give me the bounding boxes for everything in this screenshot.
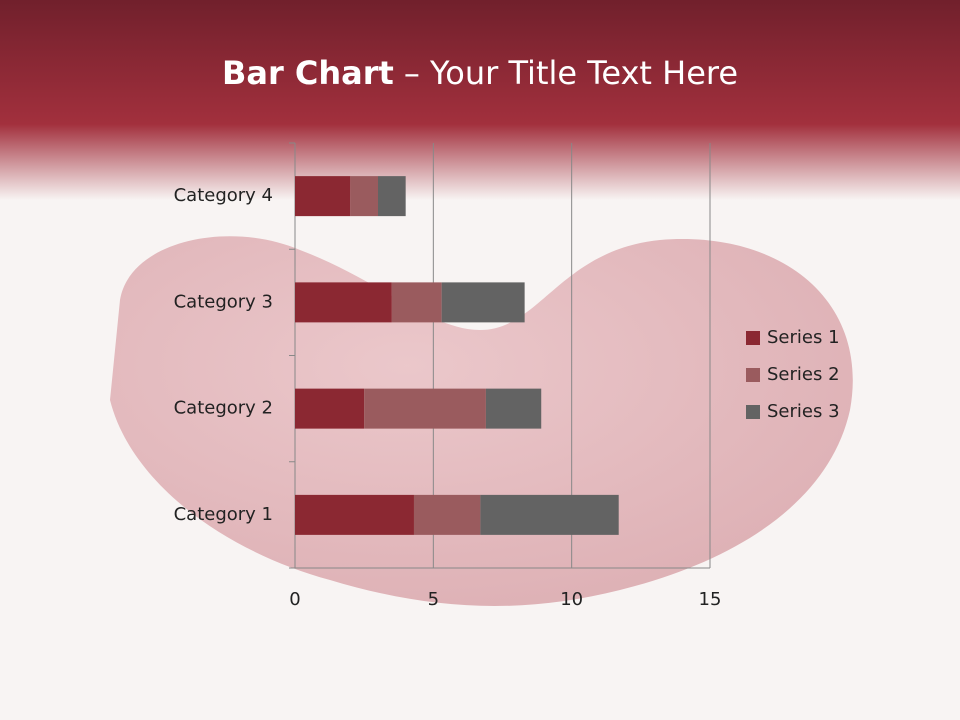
bar-segment (350, 176, 378, 217)
legend-label: Series 2 (767, 364, 840, 385)
legend-swatch (746, 405, 760, 419)
title-bold: Bar Chart (222, 54, 394, 92)
legend-swatch (746, 368, 760, 382)
y-tick-label: Category 2 (174, 398, 273, 419)
bar-segment (480, 494, 619, 535)
header-band (0, 0, 960, 200)
bar-segment (364, 388, 486, 429)
bar-segment (441, 282, 525, 323)
x-tick-label: 5 (428, 589, 439, 610)
legend-swatch (746, 331, 760, 345)
bar-segment (295, 494, 414, 535)
legend-label: Series 1 (767, 327, 840, 348)
y-tick-label: Category 1 (174, 504, 273, 525)
bar-segment (295, 388, 365, 429)
bar-segment (378, 176, 406, 217)
x-tick-label: 10 (560, 589, 583, 610)
bar-segment (485, 388, 542, 429)
x-tick-label: 0 (289, 589, 300, 610)
bar-segment (413, 494, 481, 535)
legend-label: Series 3 (767, 401, 840, 422)
y-tick-label: Category 3 (174, 291, 273, 312)
bar-segment (295, 176, 351, 217)
slide-title: Bar Chart – Your Title Text Here (222, 54, 738, 92)
bar-segment (391, 282, 442, 323)
title-rest: – Your Title Text Here (404, 54, 738, 92)
bar-segment (295, 282, 392, 323)
y-tick-label: Category 4 (174, 185, 273, 206)
x-tick-label: 15 (699, 589, 722, 610)
